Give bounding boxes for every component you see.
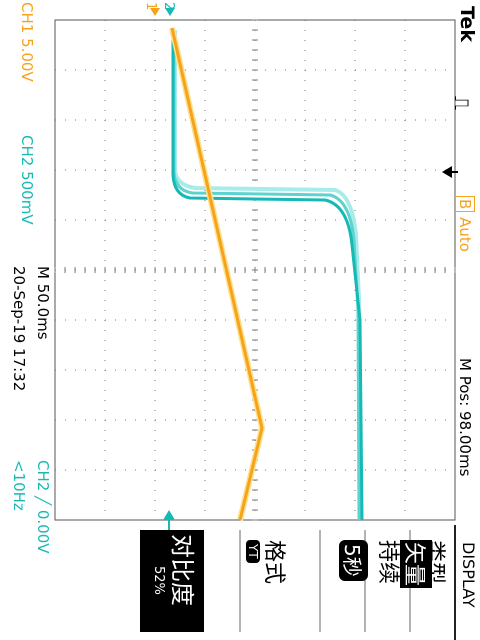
trigger-status-icon: ⎍ — [450, 96, 474, 110]
ch2-marker-label: 2 — [161, 2, 176, 11]
trigger-readout: CH2 ╱ 0.00V — [34, 460, 52, 554]
ch1-label: CH1 — [18, 2, 36, 34]
frequency-readout: <10Hz — [10, 460, 28, 511]
ch2-waveform — [171, 30, 364, 521]
ch1-scale: 5.00V — [18, 38, 36, 82]
ch1-waveform — [169, 27, 265, 521]
menu-title: DISPLAY — [459, 542, 478, 608]
ch2-scale: 500mV — [18, 171, 36, 225]
menu-item-value: 5秒 — [339, 540, 368, 581]
menu-button-contrast[interactable]: 对比度 52% — [140, 530, 204, 632]
menu-button-format[interactable]: 格式 YT — [240, 540, 318, 632]
timestamp: 20-Sep-19 17:32 — [10, 266, 28, 392]
trigger-level-marker — [163, 510, 175, 520]
menu-item-label: 格式 — [261, 540, 286, 585]
menu-button-type[interactable]: 类型 矢量 — [400, 540, 454, 632]
trigger-mode: B Auto — [455, 196, 475, 252]
menu-item-value: 52% — [151, 566, 166, 595]
ch1-scale-readout: CH1 5.00V — [18, 2, 36, 82]
trigger-mode-badge: B — [455, 196, 475, 213]
ch2-label: CH2 — [18, 135, 36, 167]
ch1-position-marker — [150, 8, 160, 16]
timebase-readout: M 50.0ms — [34, 266, 52, 340]
ch1-marker-label: 1 — [143, 2, 158, 11]
menu-item-label: 对比度 — [168, 534, 196, 606]
ch2-scale-readout: CH2 500mV — [18, 135, 36, 225]
ch2-position-marker — [165, 8, 175, 16]
brand-logo: Tek — [456, 6, 478, 42]
horizontal-position: M Pos: 98.00ms — [456, 358, 474, 477]
menu-button-persistence[interactable]: 持续 5秒 — [320, 540, 400, 632]
menu-item-label: 持续 — [375, 540, 400, 585]
menu-item-value: YT — [246, 540, 260, 563]
trigger-mode-value: Auto — [456, 217, 474, 252]
